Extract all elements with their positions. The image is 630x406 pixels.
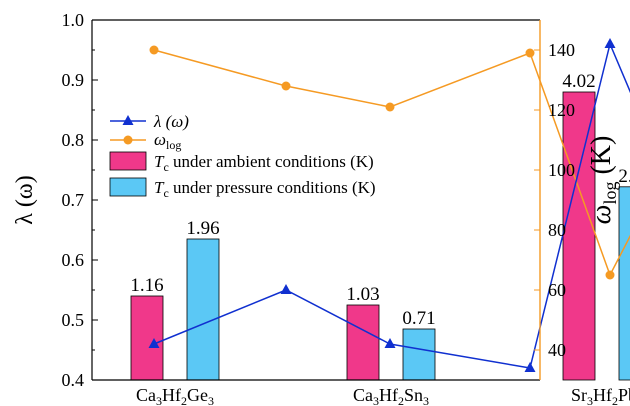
bar-label-0-2: 4.02 xyxy=(562,71,595,92)
bars-layer xyxy=(130,91,630,381)
right-tick-label-5: 140 xyxy=(548,40,575,60)
right-axis-title: ωlog (K) xyxy=(586,136,620,225)
left-tick-label-0: 0.4 xyxy=(62,370,85,390)
omega-point-1 xyxy=(281,81,291,91)
category-label-1: Ca3Hf2Sn3 xyxy=(353,385,429,406)
legend-omega-marker xyxy=(123,135,133,145)
lines-layer xyxy=(148,38,630,372)
lambda-point-1 xyxy=(280,284,292,294)
bar-1-2 xyxy=(618,186,630,381)
right-tick-label-4: 120 xyxy=(548,100,575,120)
legend-omega-label: ωlog xyxy=(154,130,181,152)
left-tick-label-5: 0.9 xyxy=(62,70,85,90)
bar-label-0-1: 1.03 xyxy=(346,284,379,305)
category-label-0: Ca3Hf2Ge3 xyxy=(136,385,214,406)
left-tick-label-4: 0.8 xyxy=(62,130,85,150)
legend-bar-label-1: Tc under pressure conditions (K) xyxy=(154,178,376,200)
axes-layer: 0.4 0.5 0.6 0.7 0.8 0.9 1.0 40 60 80 100 120 140 Ca3H… xyxy=(12,10,630,406)
bar-0-0 xyxy=(130,295,164,381)
right-tick-label-0: 40 xyxy=(548,340,566,360)
lambda-line xyxy=(153,41,630,369)
category-label-2: Sr3Hf2Pb3 xyxy=(571,385,630,406)
omega-point-0 xyxy=(149,45,159,55)
bar-0-1 xyxy=(346,304,380,381)
bar-1-1 xyxy=(402,328,436,381)
lambda-point-2 xyxy=(384,338,396,348)
legend-lambda-marker xyxy=(122,115,134,125)
omega-point-3 xyxy=(525,48,535,58)
bar-1-0 xyxy=(186,238,220,381)
legend-bar-label-0: Tc under ambient conditions (K) xyxy=(154,152,374,174)
left-tick-label-1: 0.5 xyxy=(62,310,85,330)
lambda-point-4 xyxy=(604,38,616,48)
bar-label-1-0: 1.96 xyxy=(186,218,219,239)
bar-labels-layer: 1.16 1.03 4.02 1.96 0.71 2.69 xyxy=(130,71,630,329)
right-tick-label-3: 100 xyxy=(548,160,575,180)
bar-0-2 xyxy=(562,91,596,381)
left-axis-title: λ (ω) xyxy=(12,175,38,224)
left-tick-label-3: 0.7 xyxy=(62,190,85,210)
legend-bar-swatch-1 xyxy=(109,177,147,197)
bar-label-1-2: 2.69 xyxy=(618,166,630,187)
legend-lambda-label: λ (ω) xyxy=(153,112,189,131)
omega-point-4 xyxy=(605,270,615,280)
bar-label-1-1: 0.71 xyxy=(402,308,435,329)
right-tick-label-2: 80 xyxy=(548,220,566,240)
omega-point-2 xyxy=(385,102,395,112)
lambda-point-3 xyxy=(524,362,536,372)
omega-line xyxy=(153,49,630,277)
lambda-point-0 xyxy=(148,338,160,348)
left-tick-label-6: 1.0 xyxy=(62,10,85,30)
right-tick-label-1: 60 xyxy=(548,280,566,300)
left-tick-label-2: 0.6 xyxy=(62,250,85,270)
bar-label-0-0: 1.16 xyxy=(130,275,163,296)
legend-bar-swatch-0 xyxy=(109,151,147,171)
